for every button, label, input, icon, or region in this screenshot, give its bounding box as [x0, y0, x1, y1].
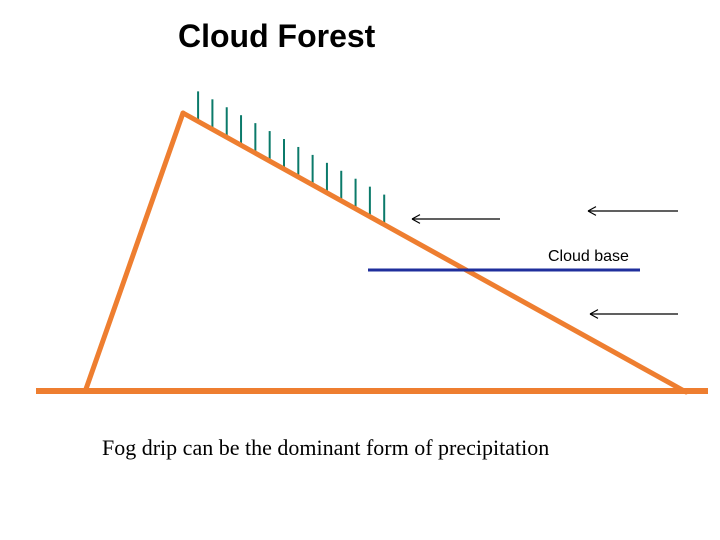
diagram-svg: [0, 0, 720, 540]
mountain-left-slope: [86, 113, 183, 389]
diagram-canvas: Cloud Forest Cloud base Fog drip can be …: [0, 0, 720, 540]
mountain-right-slope: [183, 113, 686, 392]
